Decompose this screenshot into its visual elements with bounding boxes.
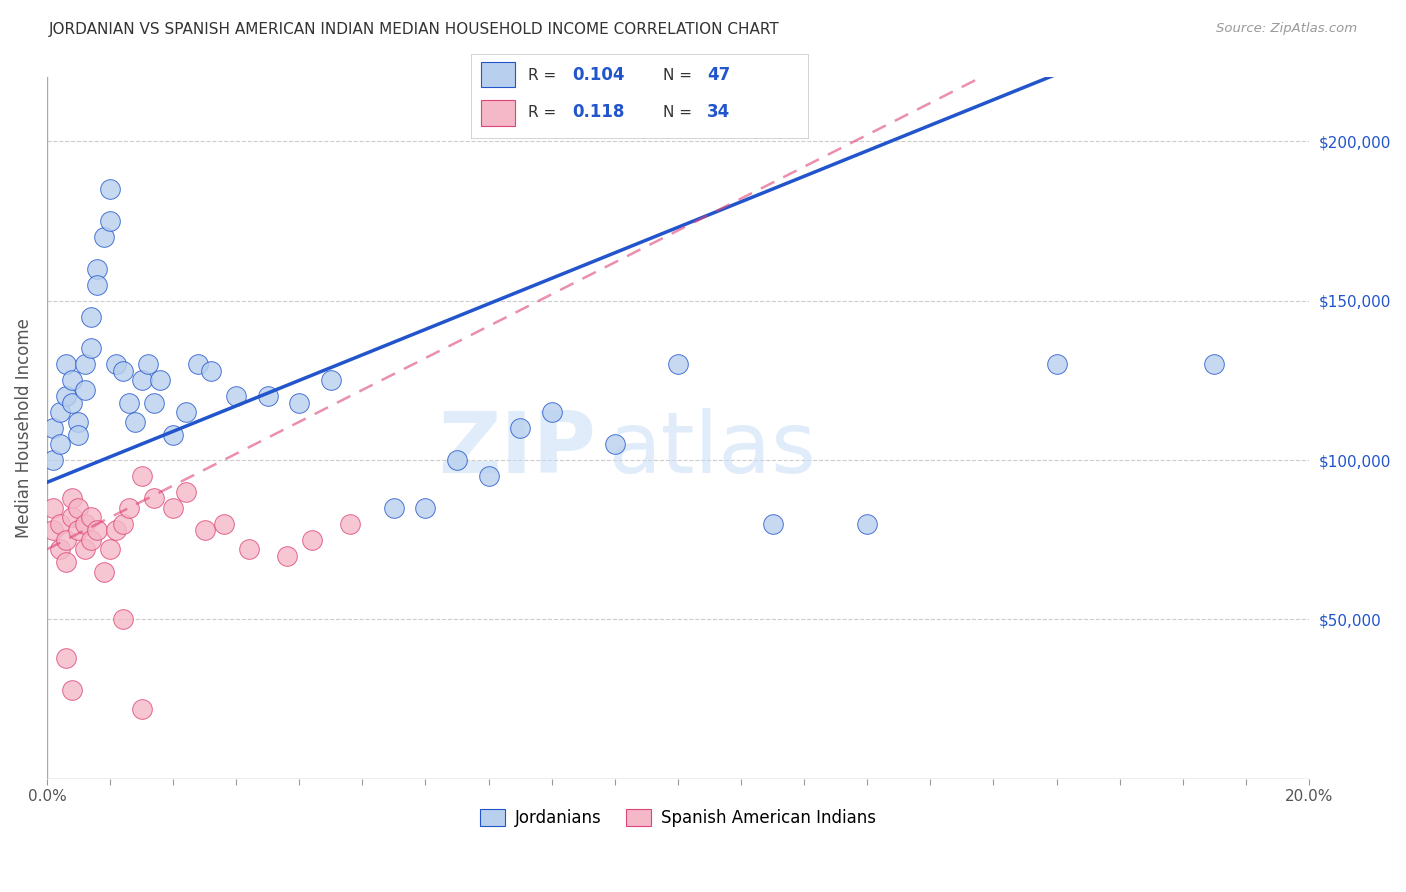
Point — [67, 523, 90, 537]
Point — [80, 310, 103, 324]
Text: atlas: atlas — [609, 408, 817, 491]
Point — [73, 516, 96, 531]
Point — [288, 395, 311, 409]
Point — [42, 421, 65, 435]
Point — [212, 516, 235, 531]
Point — [111, 516, 134, 531]
Point — [67, 415, 90, 429]
Text: Source: ZipAtlas.com: Source: ZipAtlas.com — [1216, 22, 1357, 36]
Text: 47: 47 — [707, 66, 731, 84]
Point — [55, 358, 77, 372]
Point — [80, 510, 103, 524]
Point — [478, 469, 501, 483]
Point — [131, 702, 153, 716]
Point — [603, 437, 626, 451]
Point — [98, 214, 121, 228]
Text: JORDANIAN VS SPANISH AMERICAN INDIAN MEDIAN HOUSEHOLD INCOME CORRELATION CHART: JORDANIAN VS SPANISH AMERICAN INDIAN MED… — [49, 22, 780, 37]
Point — [55, 389, 77, 403]
Point — [131, 373, 153, 387]
Point — [73, 383, 96, 397]
Point — [48, 542, 70, 557]
Text: 34: 34 — [707, 103, 731, 121]
Point — [60, 510, 83, 524]
Point — [55, 555, 77, 569]
Point — [67, 500, 90, 515]
Point — [124, 415, 146, 429]
Point — [540, 405, 562, 419]
Point — [149, 373, 172, 387]
Bar — [481, 62, 515, 87]
Text: N =: N = — [664, 105, 692, 120]
Point — [73, 358, 96, 372]
Point — [131, 469, 153, 483]
Point — [415, 500, 437, 515]
Point — [339, 516, 361, 531]
Point — [761, 516, 783, 531]
Point — [382, 500, 405, 515]
Point — [98, 182, 121, 196]
Point — [666, 358, 689, 372]
Point — [98, 542, 121, 557]
Point — [446, 453, 468, 467]
Point — [111, 612, 134, 626]
Point — [174, 405, 197, 419]
Text: N =: N = — [664, 68, 692, 83]
Point — [111, 364, 134, 378]
Text: R =: R = — [529, 105, 557, 120]
Point — [60, 682, 83, 697]
Point — [200, 364, 222, 378]
Point — [162, 500, 184, 515]
Point — [55, 650, 77, 665]
Point — [162, 427, 184, 442]
Point — [93, 230, 115, 244]
Point — [86, 277, 108, 292]
Point — [276, 549, 298, 563]
Point — [143, 491, 166, 506]
Point — [80, 342, 103, 356]
Point — [55, 533, 77, 547]
Point — [73, 542, 96, 557]
Point — [80, 533, 103, 547]
Text: 0.118: 0.118 — [572, 103, 624, 121]
Point — [136, 358, 159, 372]
Point — [238, 542, 260, 557]
Point — [67, 427, 90, 442]
Point — [86, 261, 108, 276]
Point — [256, 389, 278, 403]
Point — [225, 389, 247, 403]
Y-axis label: Median Household Income: Median Household Income — [15, 318, 32, 538]
Point — [1204, 358, 1226, 372]
Point — [105, 523, 128, 537]
Point — [319, 373, 342, 387]
Point — [42, 523, 65, 537]
Point — [42, 453, 65, 467]
Point — [60, 395, 83, 409]
Point — [60, 373, 83, 387]
Point — [187, 358, 209, 372]
Bar — [481, 100, 515, 126]
Point — [60, 491, 83, 506]
Point — [105, 358, 128, 372]
Legend: Jordanians, Spanish American Indians: Jordanians, Spanish American Indians — [472, 802, 883, 834]
Point — [118, 500, 141, 515]
Point — [194, 523, 217, 537]
Point — [42, 500, 65, 515]
Text: 0.104: 0.104 — [572, 66, 624, 84]
Point — [174, 485, 197, 500]
Text: R =: R = — [529, 68, 557, 83]
Point — [93, 565, 115, 579]
Point — [509, 421, 531, 435]
Point — [48, 516, 70, 531]
Point — [301, 533, 323, 547]
Point — [856, 516, 879, 531]
Point — [48, 405, 70, 419]
Point — [118, 395, 141, 409]
Point — [86, 523, 108, 537]
Point — [1045, 358, 1067, 372]
Point — [48, 437, 70, 451]
Text: ZIP: ZIP — [439, 408, 596, 491]
Point — [143, 395, 166, 409]
